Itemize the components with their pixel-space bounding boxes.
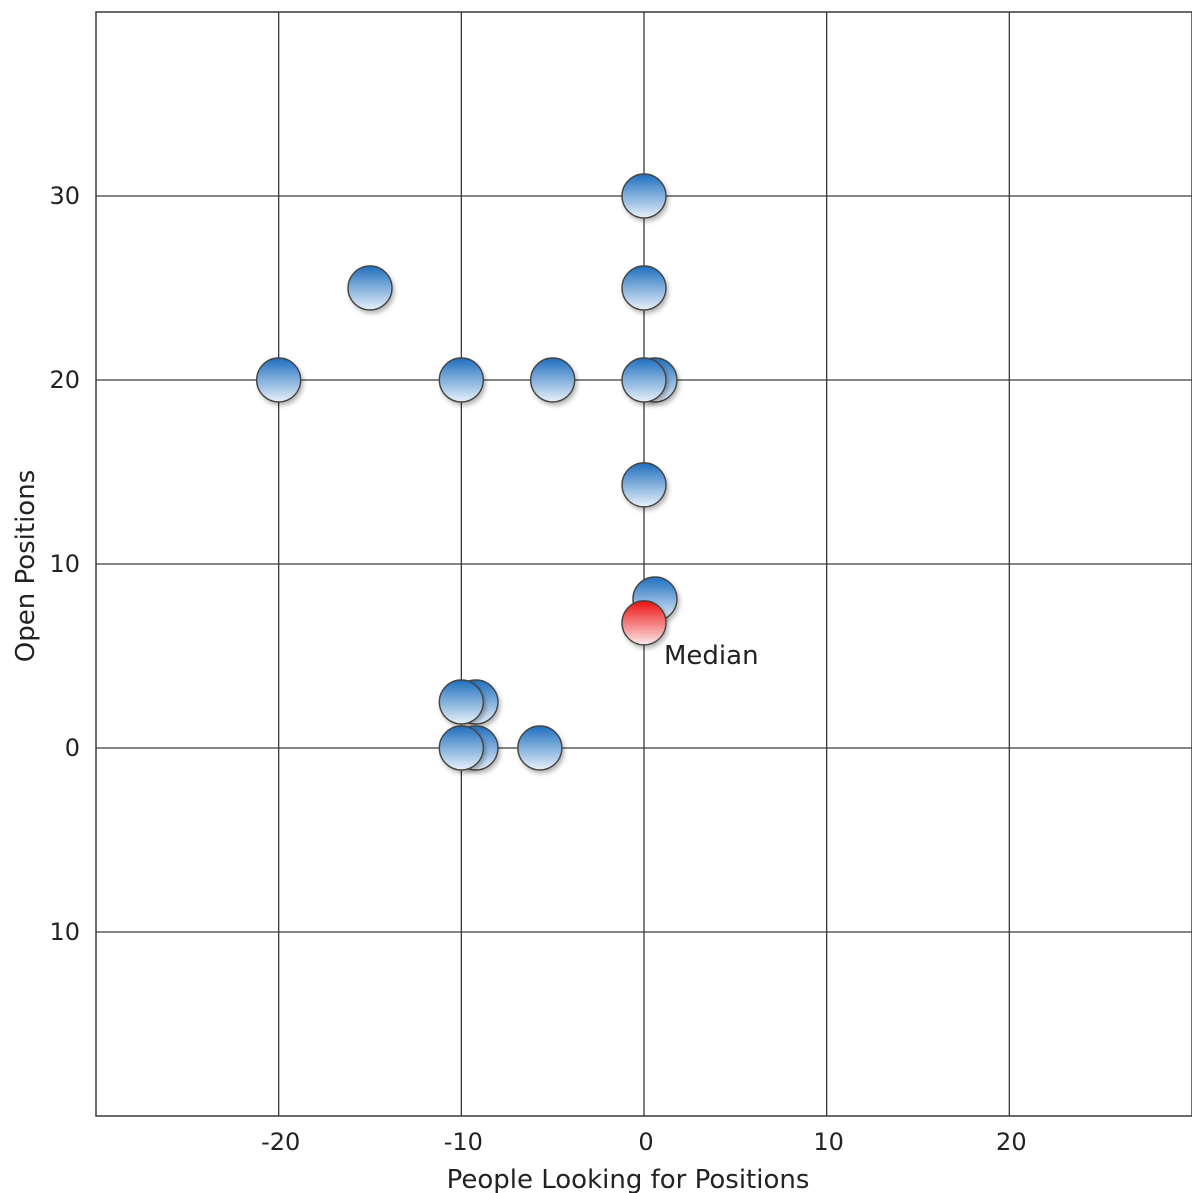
x-axis-title: People Looking for Positions — [447, 1165, 810, 1193]
data-point-marker — [347, 265, 393, 311]
data-point-marker — [255, 357, 302, 403]
data-point-marker — [438, 725, 485, 771]
data-point — [438, 679, 485, 725]
data-point-marker — [517, 725, 563, 771]
data-point — [255, 357, 302, 403]
median-marker-group: Median — [621, 600, 759, 671]
data-point — [529, 357, 576, 403]
data-point-marker — [438, 679, 485, 725]
median-marker — [621, 600, 667, 646]
data-point — [621, 462, 667, 508]
y-tick-label: 10 — [49, 918, 80, 946]
y-tick-label: 10 — [49, 550, 80, 578]
data-point-marker — [529, 357, 576, 403]
data-point-marker — [621, 265, 667, 311]
y-axis-ticks: 30 20 10 0 10 — [49, 182, 80, 946]
data-point-marker — [621, 357, 667, 403]
y-tick-label: 0 — [65, 734, 80, 762]
x-tick-label: -20 — [261, 1128, 300, 1156]
data-point — [438, 725, 485, 771]
data-point-marker — [621, 462, 667, 508]
data-point — [621, 173, 667, 219]
median-label: Median — [664, 641, 759, 671]
x-tick-label: 20 — [996, 1128, 1027, 1156]
plot-frame — [95, 11, 1192, 1117]
data-point — [621, 357, 667, 403]
y-tick-label: 30 — [49, 182, 80, 210]
y-axis-title: Open Positions — [11, 470, 41, 663]
data-point — [621, 265, 667, 311]
data-point — [517, 725, 563, 771]
y-tick-label: 20 — [49, 366, 80, 394]
x-axis-ticks: -20 -10 0 10 20 — [261, 1128, 1027, 1156]
data-point-marker — [621, 173, 667, 219]
data-points — [255, 173, 678, 771]
data-point — [438, 357, 485, 403]
x-tick-label: 10 — [813, 1128, 844, 1156]
x-tick-label: 0 — [638, 1128, 653, 1156]
median-point — [621, 600, 667, 646]
x-tick-label: -10 — [444, 1128, 483, 1156]
data-point-marker — [438, 357, 485, 403]
data-point — [347, 265, 393, 311]
